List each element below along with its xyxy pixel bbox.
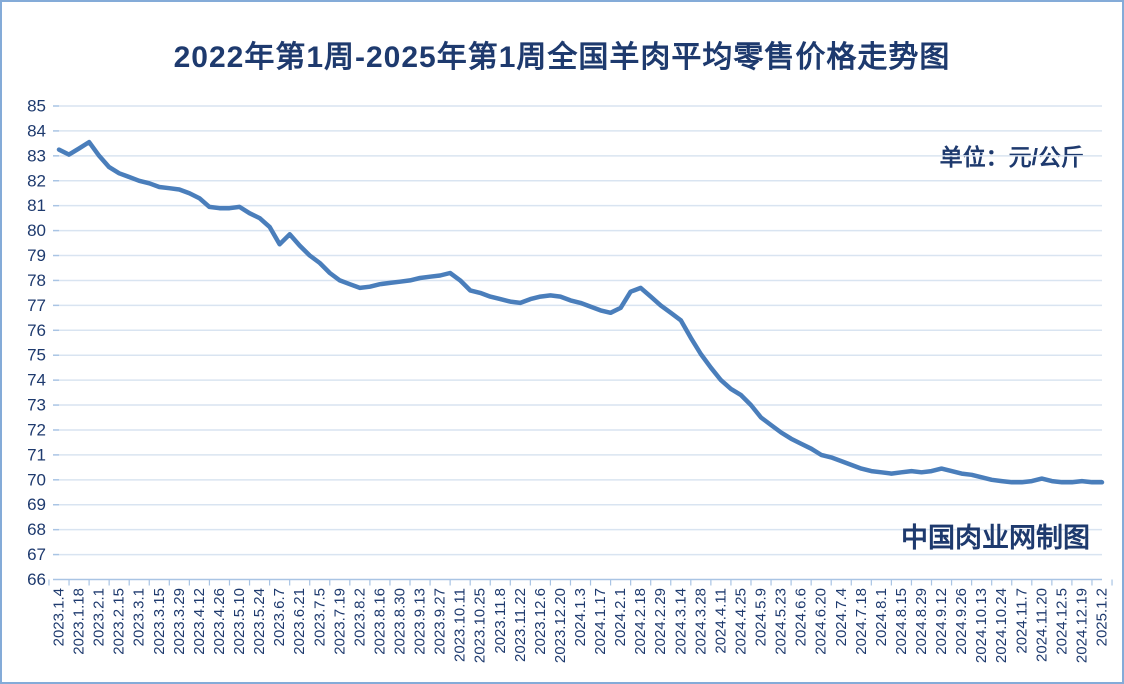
x-tick-label: 2023.2.1 <box>91 588 108 646</box>
y-tick-label: 81 <box>27 196 46 215</box>
y-tick-label: 69 <box>27 495 46 514</box>
y-tick-label: 67 <box>27 545 46 564</box>
y-tick-label: 73 <box>27 396 46 415</box>
x-tick-label: 2024.2.1 <box>612 588 629 646</box>
y-tick-label: 68 <box>27 520 46 539</box>
x-tick-label: 2024.3.14 <box>672 588 689 655</box>
x-tick-label: 2023.4.12 <box>191 588 208 655</box>
x-tick-label: 2024.12.5 <box>1053 588 1070 655</box>
y-tick-label: 85 <box>27 97 46 116</box>
x-tick-label: 2023.12.20 <box>552 588 569 663</box>
x-tick-label: 2023.10.25 <box>472 588 489 663</box>
x-tick-label: 2023.2.15 <box>111 588 128 655</box>
y-tick-label: 82 <box>27 171 46 190</box>
x-tick-label: 2023.8.2 <box>351 588 368 646</box>
x-tick-label: 2024.8.29 <box>913 588 930 655</box>
x-tick-label: 2023.11.22 <box>512 588 529 662</box>
y-tick-label: 78 <box>27 271 46 290</box>
y-tick-label: 77 <box>27 296 46 315</box>
x-tick-label: 2024.2.29 <box>652 588 669 655</box>
x-tick-label: 2024.2.18 <box>632 588 649 655</box>
x-tick-label: 2024.6.20 <box>813 588 830 655</box>
x-tick-label: 2023.3.1 <box>131 588 148 646</box>
x-tick-label: 2023.3.29 <box>171 588 188 655</box>
x-tick-label: 2024.1.17 <box>592 588 609 655</box>
x-tick-label: 2023.9.27 <box>432 588 449 655</box>
x-tick-label: 2023.7.19 <box>331 588 348 655</box>
x-tick-label: 2024.8.1 <box>873 588 890 646</box>
x-tick-label: 2023.11.8 <box>492 588 509 654</box>
x-tick-label: 2024.11.7 <box>1013 588 1030 654</box>
x-tick-label: 2024.12.19 <box>1073 588 1090 663</box>
x-tick-label: 2023.9.13 <box>412 588 429 655</box>
x-tick-label: 2024.7.4 <box>833 588 850 646</box>
y-tick-label: 75 <box>27 346 46 365</box>
y-tick-label: 79 <box>27 246 46 265</box>
x-tick-label: 2023.4.26 <box>211 588 228 655</box>
x-tick-label: 2024.10.13 <box>973 588 990 663</box>
chart-title: 2022年第1周-2025年第1周全国羊肉平均零售价格走势图 <box>173 41 951 74</box>
x-tick-label: 2024.5.23 <box>773 588 790 655</box>
y-tick-label: 80 <box>27 221 46 240</box>
x-tick-label: 2024.4.11 <box>712 588 729 654</box>
x-tick-label: 2023.3.15 <box>151 588 168 655</box>
y-tick-label: 66 <box>27 570 46 589</box>
x-tick-label: 2023.6.7 <box>271 588 288 646</box>
x-tick-label: 2024.10.24 <box>993 588 1010 663</box>
x-tick-label: 2023.10.11 <box>452 588 469 662</box>
x-tick-label: 2024.8.15 <box>893 588 910 655</box>
x-tick-label: 2023.8.16 <box>371 588 388 655</box>
unit-label: 单位：元/公斤 <box>939 144 1084 170</box>
x-tick-label: 2023.6.21 <box>291 588 308 655</box>
x-tick-label: 2024.11.20 <box>1033 588 1050 662</box>
x-tick-label: 2024.9.26 <box>953 588 970 655</box>
x-tick-label: 2025.1.2 <box>1094 588 1111 646</box>
x-tick-label: 2023.8.30 <box>391 588 408 655</box>
x-tick-label: 2024.7.18 <box>853 588 870 655</box>
watermark: 中国肉业网制图 <box>901 523 1090 553</box>
x-tick-label: 2023.7.5 <box>311 588 328 646</box>
x-tick-label: 2024.4.25 <box>732 588 749 655</box>
x-tick-label: 2024.9.12 <box>933 588 950 655</box>
y-tick-label: 70 <box>27 470 46 489</box>
x-tick-label: 2024.1.3 <box>572 588 589 646</box>
x-tick-label: 2023.5.10 <box>231 588 248 655</box>
x-tick-label: 2023.1.4 <box>51 588 68 646</box>
y-tick-label: 84 <box>27 121 46 140</box>
x-tick-label: 2023.5.24 <box>251 588 268 655</box>
y-tick-label: 71 <box>27 445 46 464</box>
x-tick-label: 2023.12.6 <box>532 588 549 655</box>
x-tick-label: 2023.1.18 <box>71 588 88 655</box>
y-tick-label: 74 <box>27 371 46 390</box>
y-tick-label: 83 <box>27 146 46 165</box>
x-tick-label: 2024.3.28 <box>692 588 709 655</box>
x-tick-label: 2024.6.6 <box>793 588 810 646</box>
y-tick-label: 76 <box>27 321 46 340</box>
y-tick-label: 72 <box>27 420 46 439</box>
x-tick-label: 2024.5.9 <box>753 588 770 646</box>
price-line <box>56 139 1105 485</box>
